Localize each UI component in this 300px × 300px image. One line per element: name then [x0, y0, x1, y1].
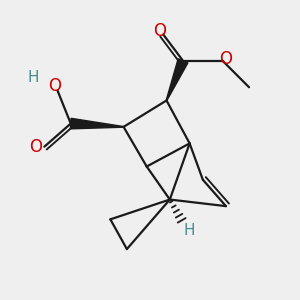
- Polygon shape: [70, 118, 124, 129]
- Text: O: O: [153, 22, 167, 40]
- Text: O: O: [220, 50, 232, 68]
- Polygon shape: [166, 59, 188, 100]
- Text: O: O: [48, 76, 61, 94]
- Text: H: H: [184, 224, 195, 238]
- Text: O: O: [30, 138, 43, 156]
- Text: H: H: [27, 70, 38, 85]
